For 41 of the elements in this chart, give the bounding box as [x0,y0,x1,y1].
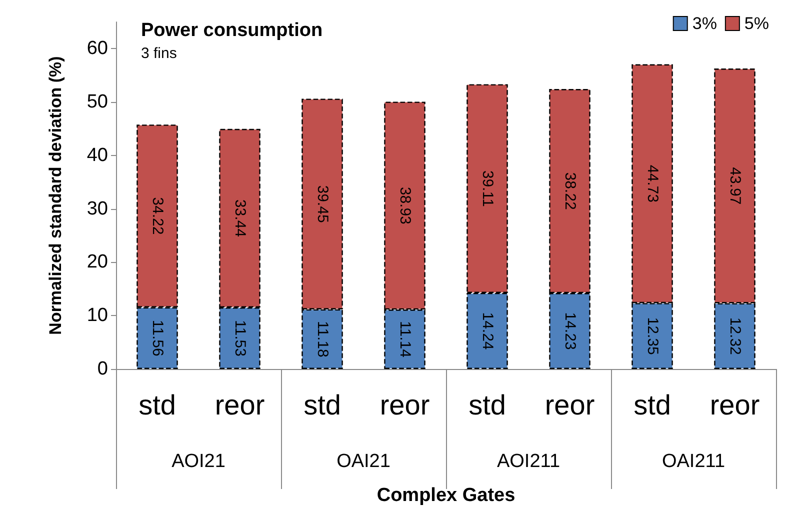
chart-title: Power consumption [141,20,323,41]
data-label: 12.32 [726,317,744,355]
text: OAI211 [662,451,726,472]
data-label: 11.14 [396,321,414,358]
legend-label: 5% [744,14,770,33]
legend-label: 3% [692,14,717,33]
x-axis-title: Complex Gates [376,485,516,506]
y-tick-label: 50 [86,92,108,113]
text: AOI211 [496,451,560,472]
data-label: 43.97 [726,167,744,205]
y-tick-label: 20 [86,252,108,273]
text: OAI21 [336,451,390,472]
y-tick-label: 10 [86,305,108,326]
data-label: 34.22 [148,197,166,235]
data-label: 39.45 [314,185,331,223]
data-label: 33.44 [231,199,248,237]
data-label: 11.56 [148,320,166,356]
data-label: 11.18 [314,320,331,358]
data-label: 14.23 [561,312,578,350]
data-label: 38.93 [396,186,414,224]
data-label: 44.73 [644,164,661,202]
x-tick-label: std [304,390,341,420]
data-label: 39.11 [478,170,496,207]
y-axis-title: Normalized standard deviation (%) [46,56,65,335]
data-label: 12.35 [644,317,661,355]
data-label: 38.22 [561,172,578,210]
x-tick-label: std [468,390,506,420]
text: 3 fins [141,45,177,62]
text: AOI21 [172,451,226,472]
x-tick-label: reor [710,390,760,420]
data-label: 14.24 [478,312,496,350]
y-tick-label: 30 [86,198,108,220]
y-tick-label: 60 [86,38,108,60]
x-tick-label: std [634,390,671,420]
x-tick-label: std [138,390,176,420]
data-label: 11.53 [231,320,248,356]
x-tick-label: reor [214,390,265,420]
x-tick-label: reor [544,390,595,420]
y-tick-label: 40 [86,144,108,166]
x-tick-label: reor [380,390,430,420]
y-tick-label: 0 [97,358,108,380]
